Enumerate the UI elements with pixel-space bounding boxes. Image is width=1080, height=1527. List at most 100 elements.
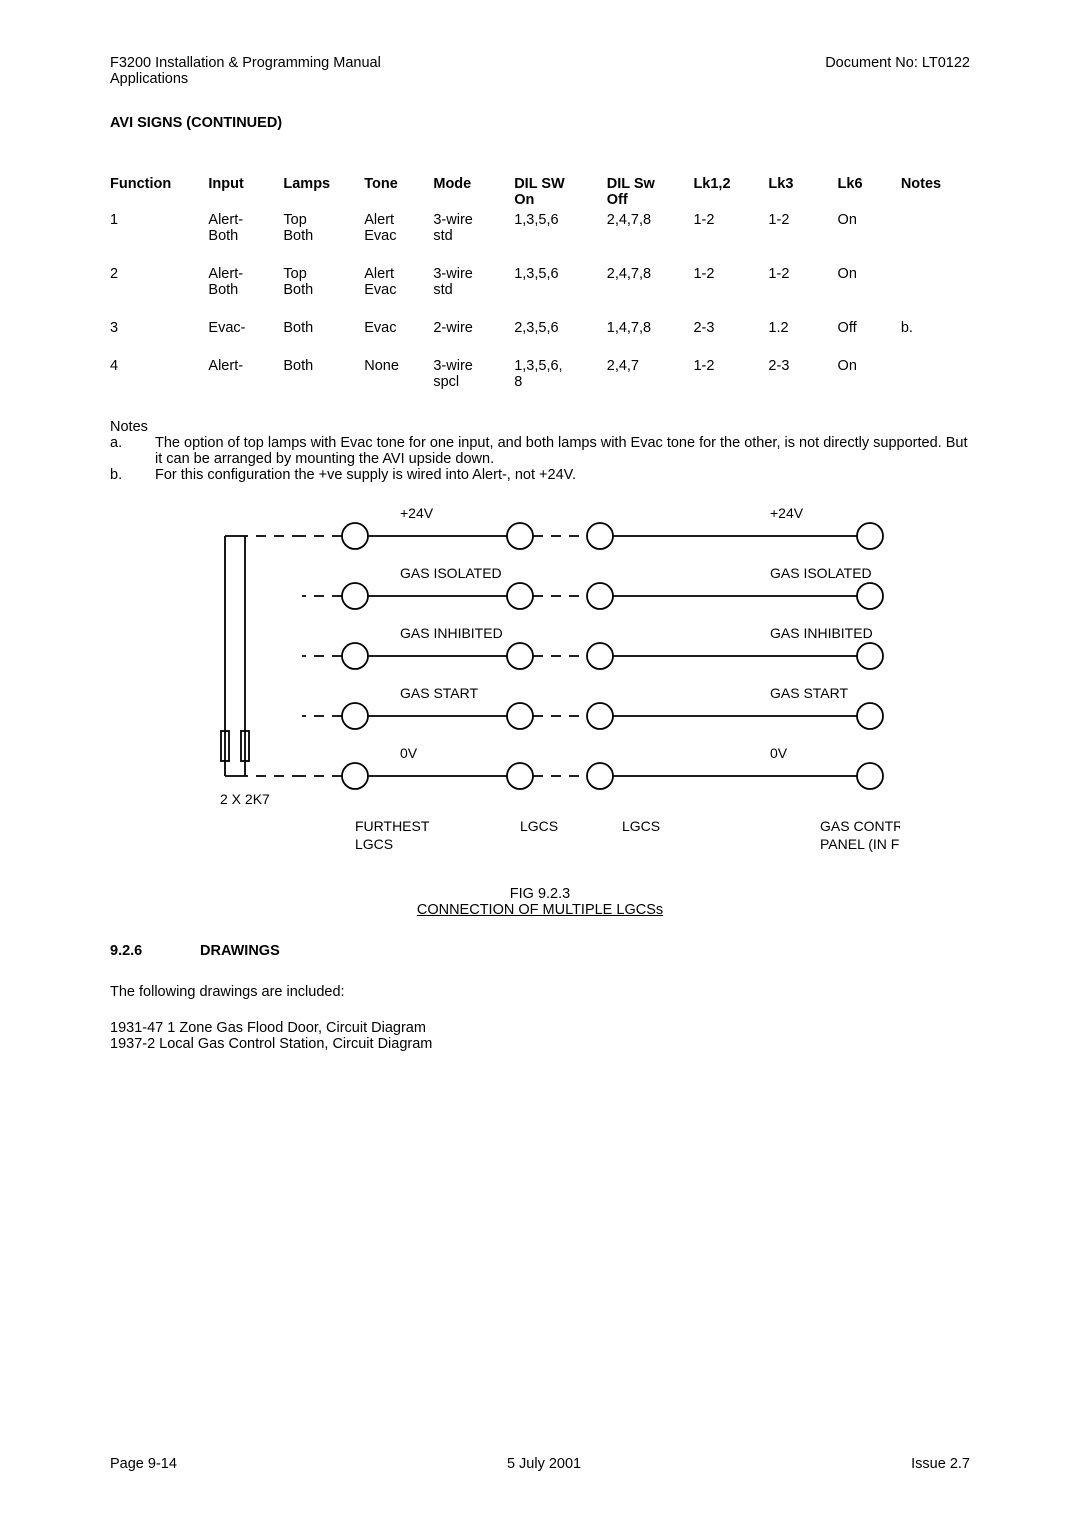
table-col-header: Function xyxy=(110,176,208,212)
table-cell: 2,4,7,8 xyxy=(607,212,694,248)
table-col-header: Tone xyxy=(364,176,433,212)
svg-text:GAS INHIBITED: GAS INHIBITED xyxy=(400,625,503,641)
doc-title-line2: Applications xyxy=(110,71,381,87)
header-left: F3200 Installation & Programming Manual … xyxy=(110,55,381,87)
table-cell: 3-wirestd xyxy=(433,212,514,248)
table-col-header: DIL SWOn xyxy=(514,176,607,212)
table-cell: On xyxy=(838,248,901,302)
table-cell: 1,3,5,6 xyxy=(514,212,607,248)
table-cell: Both xyxy=(283,302,364,340)
footer-center: 5 July 2001 xyxy=(507,1456,581,1472)
table-cell: 2-wire xyxy=(433,302,514,340)
table-col-header: Input xyxy=(208,176,283,212)
footer-left: Page 9-14 xyxy=(110,1456,177,1472)
doc-title-line1: F3200 Installation & Programming Manual xyxy=(110,55,381,71)
table-cell: Alert-Both xyxy=(208,248,283,302)
svg-text:GAS START: GAS START xyxy=(770,685,849,701)
table-col-header: Mode xyxy=(433,176,514,212)
table-cell: 1-2 xyxy=(693,340,768,394)
svg-text:GAS CONTROL: GAS CONTROL xyxy=(820,818,900,834)
note-text: For this configuration the +ve supply is… xyxy=(155,467,970,483)
subsection-number: 9.2.6 xyxy=(110,943,200,959)
drawing-item: 1931-47 1 Zone Gas Flood Door, Circuit D… xyxy=(110,1020,970,1036)
svg-text:LGCS: LGCS xyxy=(520,818,558,834)
table-cell: 1-2 xyxy=(768,212,837,248)
notes-block: Notes a.The option of top lamps with Eva… xyxy=(110,419,970,483)
table-cell: 1 xyxy=(110,212,208,248)
svg-text:+24V: +24V xyxy=(770,505,804,521)
table-cell: TopBoth xyxy=(283,212,364,248)
caption-line2: CONNECTION OF MULTIPLE LGCSs xyxy=(110,902,970,918)
subsection-title: DRAWINGS xyxy=(200,943,280,959)
table-cell: b. xyxy=(901,302,970,340)
caption-line1: FIG 9.2.3 xyxy=(110,886,970,902)
table-cell: 2-3 xyxy=(768,340,837,394)
note-key: b. xyxy=(110,467,155,483)
page: F3200 Installation & Programming Manual … xyxy=(0,0,1080,1527)
table-cell: On xyxy=(838,212,901,248)
table-row: 2Alert-BothTopBothAlertEvac3-wirestd1,3,… xyxy=(110,248,970,302)
table-cell: 3 xyxy=(110,302,208,340)
page-header: F3200 Installation & Programming Manual … xyxy=(110,55,970,87)
table-row: 3Evac-BothEvac2-wire2,3,5,61,4,7,82-31.2… xyxy=(110,302,970,340)
svg-text:FURTHEST: FURTHEST xyxy=(355,818,430,834)
svg-text:+24V: +24V xyxy=(400,505,434,521)
figure-wrap: +24V+24VGAS ISOLATEDGAS ISOLATEDGAS INHI… xyxy=(110,501,970,881)
config-table: FunctionInputLampsToneModeDIL SWOnDIL Sw… xyxy=(110,176,970,394)
table-col-header: Notes xyxy=(901,176,970,212)
table-cell: 1,3,5,6,8 xyxy=(514,340,607,394)
svg-text:GAS START: GAS START xyxy=(400,685,479,701)
drawing-item: 1937-2 Local Gas Control Station, Circui… xyxy=(110,1036,970,1052)
note-row: a.The option of top lamps with Evac tone… xyxy=(110,435,970,467)
notes-heading: Notes xyxy=(110,419,970,435)
table-cell: 2,4,7,8 xyxy=(607,248,694,302)
table-col-header: DIL SwOff xyxy=(607,176,694,212)
table-cell: AlertEvac xyxy=(364,248,433,302)
table-cell: Off xyxy=(838,302,901,340)
table-col-header: Lamps xyxy=(283,176,364,212)
svg-text:2 X 2K7: 2 X 2K7 xyxy=(220,791,270,807)
table-head: FunctionInputLampsToneModeDIL SWOnDIL Sw… xyxy=(110,176,970,212)
table-cell xyxy=(901,212,970,248)
subsection-heading: 9.2.6 DRAWINGS xyxy=(110,943,970,959)
table-row: 4Alert-BothNone3-wirespcl1,3,5,6,82,4,71… xyxy=(110,340,970,394)
table-body: 1Alert-BothTopBothAlertEvac3-wirestd1,3,… xyxy=(110,212,970,394)
table-cell: 3-wirestd xyxy=(433,248,514,302)
svg-text:LGCS: LGCS xyxy=(622,818,660,834)
table-col-header: Lk3 xyxy=(768,176,837,212)
table-col-header: Lk6 xyxy=(838,176,901,212)
table-cell: 1-2 xyxy=(768,248,837,302)
table-cell: TopBoth xyxy=(283,248,364,302)
svg-text:0V: 0V xyxy=(400,745,418,761)
table-cell xyxy=(901,340,970,394)
note-text: The option of top lamps with Evac tone f… xyxy=(155,435,970,467)
table-cell xyxy=(901,248,970,302)
table-cell: 1,3,5,6 xyxy=(514,248,607,302)
svg-text:GAS INHIBITED: GAS INHIBITED xyxy=(770,625,873,641)
doc-number: Document No: LT0122 xyxy=(825,55,970,87)
figure-caption: FIG 9.2.3 CONNECTION OF MULTIPLE LGCSs xyxy=(110,886,970,918)
table-cell: None xyxy=(364,340,433,394)
table-cell: 1,4,7,8 xyxy=(607,302,694,340)
table-cell: 1-2 xyxy=(693,212,768,248)
table-cell: Evac- xyxy=(208,302,283,340)
table-cell: 2,3,5,6 xyxy=(514,302,607,340)
table-cell: 1-2 xyxy=(693,248,768,302)
table-cell: On xyxy=(838,340,901,394)
body-text: The following drawings are included: xyxy=(110,984,970,1000)
section-title: AVI SIGNS (CONTINUED) xyxy=(110,115,970,131)
table-cell: 2 xyxy=(110,248,208,302)
table-cell: Evac xyxy=(364,302,433,340)
table-cell: Alert- xyxy=(208,340,283,394)
table-cell: AlertEvac xyxy=(364,212,433,248)
table-cell: 4 xyxy=(110,340,208,394)
svg-text:PANEL (IN FIP): PANEL (IN FIP) xyxy=(820,836,900,852)
table-cell: Alert-Both xyxy=(208,212,283,248)
table-cell: 3-wirespcl xyxy=(433,340,514,394)
svg-text:0V: 0V xyxy=(770,745,788,761)
table-col-header: Lk1,2 xyxy=(693,176,768,212)
svg-text:GAS ISOLATED: GAS ISOLATED xyxy=(400,565,502,581)
drawings-list: 1931-47 1 Zone Gas Flood Door, Circuit D… xyxy=(110,1020,970,1052)
page-footer: Page 9-14 5 July 2001 Issue 2.7 xyxy=(110,1456,970,1472)
note-row: b.For this configuration the +ve supply … xyxy=(110,467,970,483)
